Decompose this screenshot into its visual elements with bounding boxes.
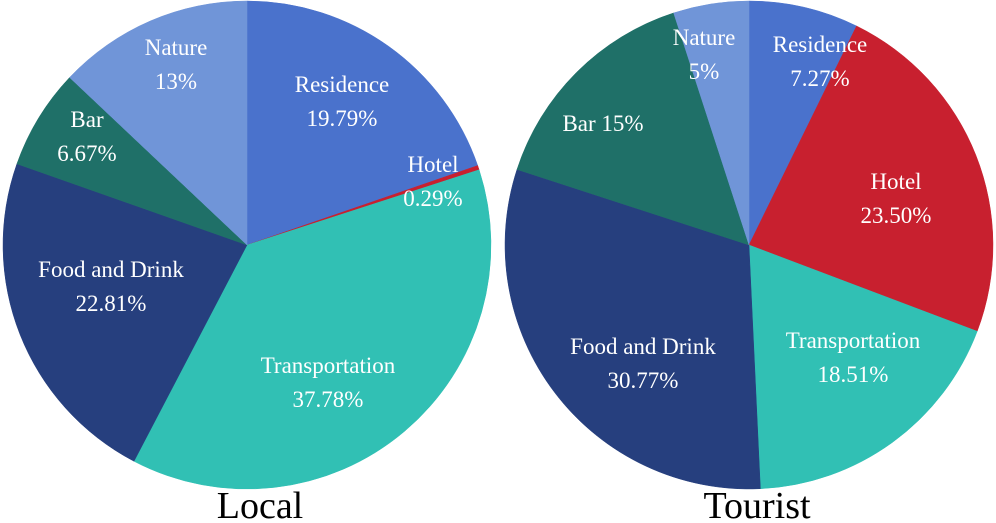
slice-tourist-bar (516, 12, 750, 246)
slice-label-tourist-bar: Bar 15% (562, 111, 643, 136)
slice-label-tourist-residence: Residence (773, 32, 868, 57)
slice-local-residence (246, 0, 479, 246)
slice-value-local-residence: 19.79% (307, 106, 378, 131)
chart-title-tourist: Tourist (703, 485, 811, 523)
slice-value-local-hotel: 0.29% (403, 186, 462, 211)
slice-label-local-hotel: Hotel (407, 152, 458, 177)
slice-tourist-residence (748, 0, 857, 246)
slice-value-tourist-hotel: 23.50% (861, 203, 932, 228)
slice-value-local-food-and-drink: 22.81% (76, 291, 147, 316)
slice-local-nature (69, 0, 248, 246)
slice-label-local-bar: Bar (70, 107, 104, 132)
slice-label-tourist-transportation: Transportation (786, 328, 921, 353)
slice-tourist-hotel (748, 25, 994, 332)
slice-label-tourist-hotel: Hotel (870, 169, 921, 194)
pie-tourist: Residence 7.27% Hotel 23.50% Transportation 1… (504, 0, 994, 490)
slice-label-local-nature: Nature (145, 35, 208, 60)
slice-label-local-residence: Residence (295, 72, 390, 97)
slice-label-local-transportation: Transportation (261, 353, 396, 378)
slice-value-tourist-food-and-drink: 30.77% (608, 368, 679, 393)
slice-label-local-food-and-drink: Food and Drink (38, 257, 184, 282)
slice-tourist-transportation (748, 244, 978, 489)
slice-local-food-and-drink (2, 163, 248, 462)
slice-value-tourist-residence: 7.27% (790, 66, 849, 91)
slice-value-tourist-transportation: 18.51% (818, 362, 889, 387)
slice-tourist-nature (673, 0, 750, 246)
slice-label-tourist-nature: Nature (673, 25, 736, 50)
slice-local-transportation (133, 169, 492, 490)
slice-label-tourist-food-and-drink: Food and Drink (570, 334, 716, 359)
slice-value-local-bar: 6.67% (57, 141, 116, 166)
slice-tourist-food-and-drink (504, 169, 761, 490)
slice-value-tourist-nature: 5% (689, 59, 720, 84)
chart-title-local: Local (217, 485, 304, 523)
slice-value-local-transportation: 37.78% (293, 387, 364, 412)
pie-local: Residence 19.79% Hotel 0.29% Transportation 3… (2, 0, 492, 490)
slice-value-local-nature: 13% (155, 69, 197, 94)
